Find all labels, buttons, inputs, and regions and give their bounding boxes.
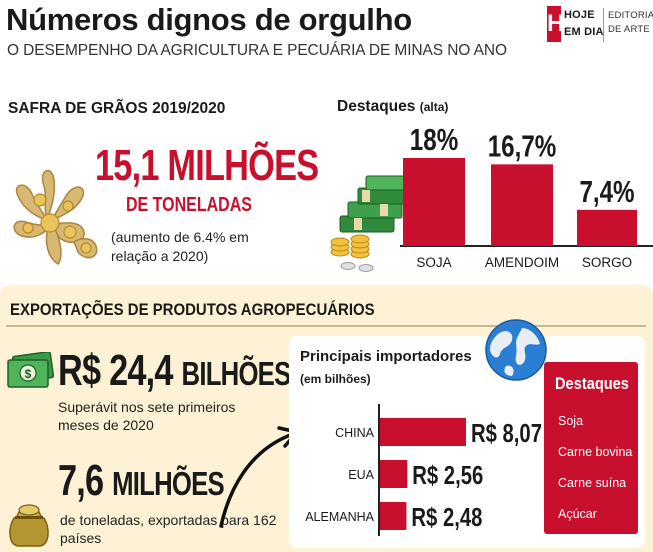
logo-wordmark: HOJE EM DIA: [564, 7, 604, 41]
svg-text:$: $: [25, 367, 32, 381]
destaques-item: Soja: [558, 414, 584, 428]
importadores-value-label: R$ 8,07: [471, 419, 542, 448]
globe-icon: [485, 319, 547, 381]
editoria-line-2: DE ARTE: [608, 24, 650, 35]
destaques-bar: [403, 158, 465, 246]
cash-icon: $: [7, 352, 54, 388]
export-value-2-number: 7,6: [58, 456, 104, 505]
importadores-category-label: CHINA: [335, 426, 375, 440]
destaques-category-label: SORGO: [582, 255, 632, 270]
exportacoes-divider: [6, 325, 646, 327]
logo-line-2: EM DIA: [564, 26, 604, 38]
page-title: Números dignos de orgulho: [6, 2, 412, 37]
editoria-label: EDITORIA DE ARTE: [608, 9, 653, 37]
destaques-item: Carne suína: [558, 476, 627, 490]
destaques-chart-subtitle: (alta): [419, 100, 449, 114]
safra-title: SAFRA DE GRÃOS 2019/2020: [8, 100, 226, 117]
destaques-bar-label: 16,7%: [488, 128, 557, 163]
importadores-value-label: R$ 2,48: [411, 503, 482, 532]
destaques-chart-title-text: Destaques: [337, 98, 416, 115]
editoria-line-1: EDITORIA: [608, 10, 653, 21]
sack-icon: [9, 504, 49, 547]
importadores-subtitle: (em bilhões): [300, 372, 371, 386]
export-value-1: R$ 24,4 BILHÕES: [58, 346, 292, 396]
importadores-category-label: EUA: [348, 468, 374, 482]
destaques-item: Açúcar: [558, 507, 597, 521]
export-value-1-unit: BILHÕES: [181, 355, 292, 392]
hoje-em-dia-logo: H HOJE EM DIA EDITORIA DE ARTE: [547, 6, 653, 46]
destaques-bar-chart: 18% SOJA 16,7% AMENDOIM 7,4% SORGO: [330, 122, 653, 272]
logo-line-1: HOJE: [564, 9, 595, 21]
export-value-1-number: R$ 24,4: [58, 346, 174, 395]
logo-divider: [603, 8, 604, 42]
exportacoes-title: EXPORTAÇÕES DE PRODUTOS AGROPECUÁRIOS: [10, 300, 375, 319]
importadores-bar: [380, 418, 466, 446]
destaques-bar-label: 18%: [410, 122, 458, 157]
destaques-box: Destaques Soja Carne bovina Carne suína …: [544, 362, 638, 534]
export-value-1-desc: Superávit nos sete primeiros meses de 20…: [58, 399, 236, 433]
destaques-bar: [577, 209, 637, 246]
importadores-bar: [380, 502, 407, 530]
safra-unit: DE TONELADAS: [126, 194, 252, 216]
safra-value: 15,1 MILHÕES: [95, 141, 319, 190]
grain-icon: [13, 169, 98, 265]
export-value-2: 7,6 MILHÕES: [58, 456, 225, 506]
destaques-bar: [491, 164, 553, 246]
destaques-item: Carne bovina: [558, 445, 633, 459]
importadores-bar: [380, 460, 408, 488]
importadores-title: Principais importadores: [300, 348, 472, 365]
destaques-category-label: SOJA: [416, 255, 451, 270]
importadores-bar-chart: CHINA R$ 8,07 EUA R$ 2,56 ALEMANHA R$ 2,48: [305, 404, 542, 536]
safra-note: (aumento de 6.4% em relação a 2020): [111, 229, 249, 264]
page-subtitle: O DESEMPENHO DA AGRICULTURA E PECUÁRIA D…: [7, 42, 507, 59]
export-value-2-unit: MILHÕES: [112, 465, 225, 502]
logo-letter: H: [547, 6, 564, 42]
importadores-value-label: R$ 2,56: [412, 461, 483, 490]
destaques-box-title: Destaques: [555, 374, 629, 393]
destaques-bar-label: 7,4%: [579, 174, 634, 209]
importadores-category-label: ALEMANHA: [305, 510, 374, 524]
destaques-chart-title: Destaques (alta): [337, 98, 448, 116]
destaques-category-label: AMENDOIM: [485, 255, 559, 270]
